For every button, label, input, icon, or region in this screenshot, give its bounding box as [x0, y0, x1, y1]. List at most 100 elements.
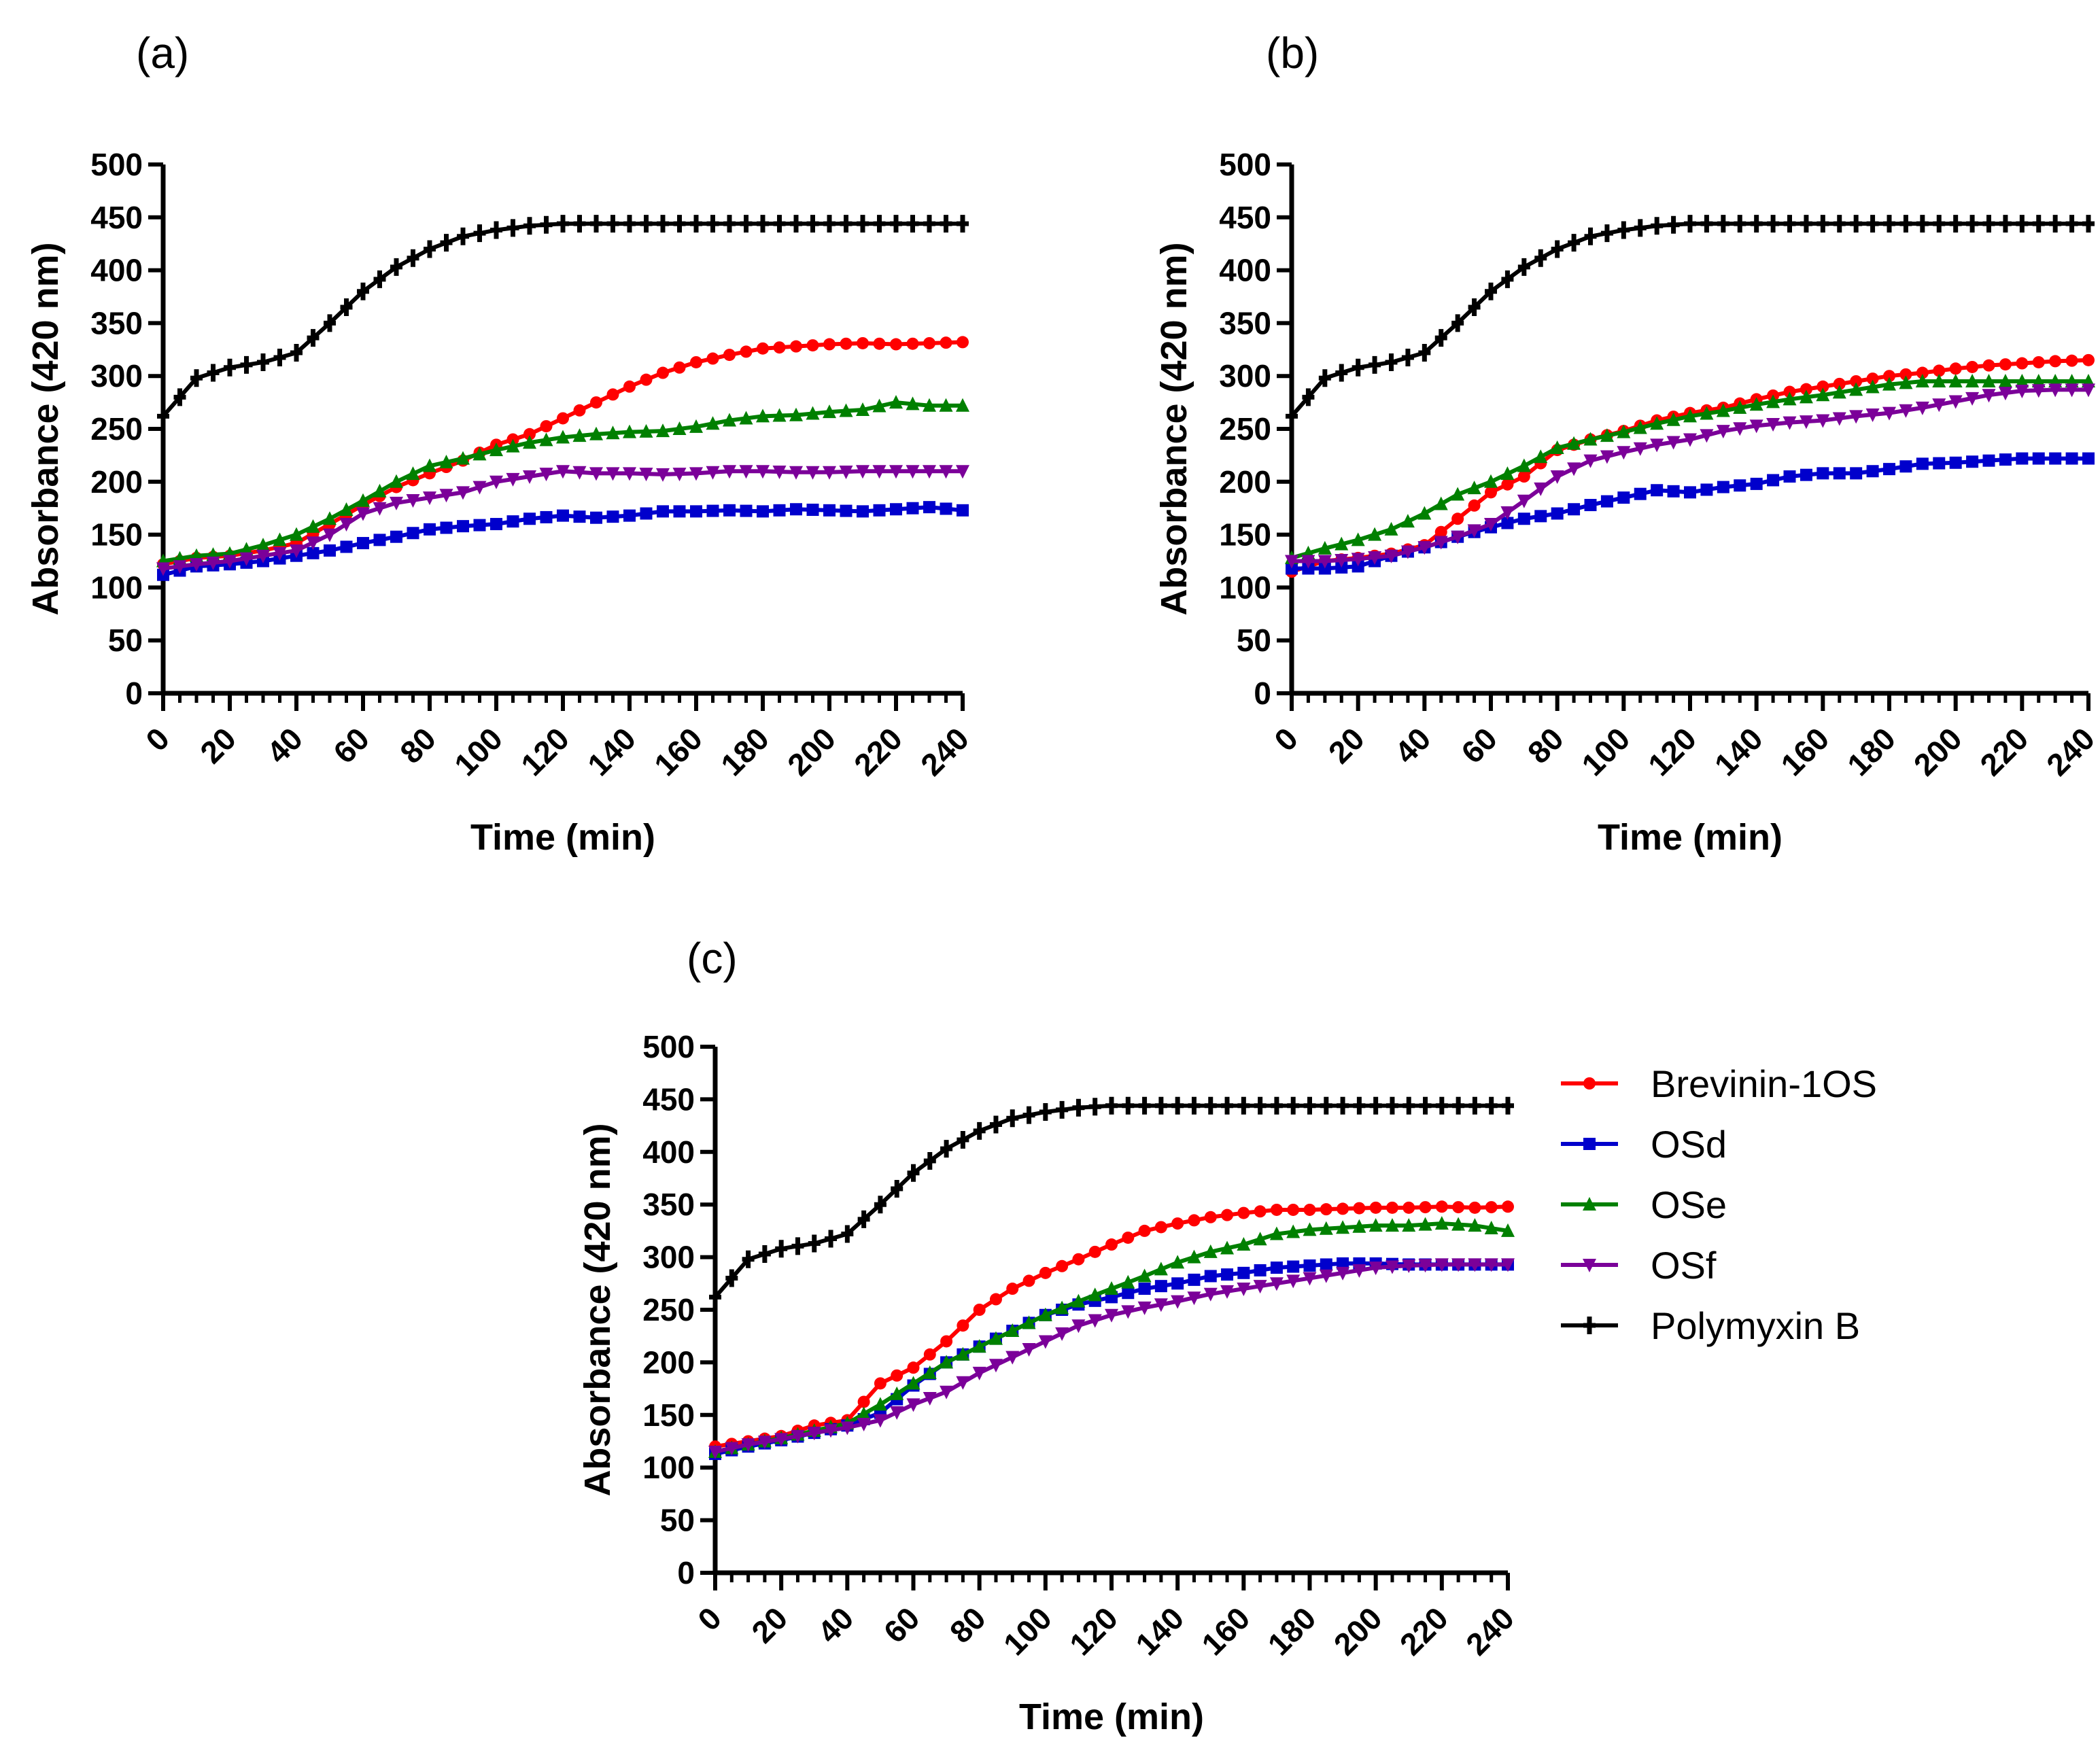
data-point [1966, 455, 1979, 468]
x-tick-label: 220 [1973, 720, 2035, 782]
data-point [823, 404, 836, 419]
data-point [156, 562, 170, 576]
data-point [589, 426, 603, 440]
data-point [606, 215, 619, 233]
data-point [973, 1304, 986, 1316]
data-point [806, 466, 820, 480]
data-point [956, 1376, 970, 1390]
data-point [1816, 414, 1830, 428]
series-ose [156, 395, 969, 568]
data-point [356, 507, 370, 521]
data-point [2049, 355, 2062, 368]
data-point [173, 388, 186, 406]
data-point [1833, 215, 1846, 233]
data-point [1485, 1096, 1498, 1115]
data-point [1353, 1096, 1366, 1115]
data-point [873, 1397, 887, 1411]
data-point [1982, 389, 1996, 403]
data-point [806, 215, 819, 233]
y-tick-label: 200 [1219, 464, 1271, 500]
data-point [2065, 215, 2078, 233]
data-point [1849, 410, 1863, 424]
data-point [873, 337, 886, 350]
data-point [606, 388, 619, 401]
data-point [1683, 408, 1697, 423]
data-point [672, 468, 687, 482]
data-point [2031, 384, 2046, 398]
data-point [923, 501, 935, 514]
data-point [1799, 389, 1813, 404]
data-point [789, 407, 803, 421]
data-point [623, 509, 636, 522]
data-point [1451, 1258, 1466, 1272]
data-point [1500, 506, 1515, 520]
series-osf [708, 1258, 1515, 1459]
data-point [1071, 1293, 1086, 1308]
data-point [207, 364, 220, 382]
data-point [1402, 1201, 1415, 1214]
data-point [973, 1121, 986, 1140]
data-point [840, 1421, 855, 1436]
y-tick-label: 50 [108, 623, 143, 658]
data-point [1318, 369, 1331, 387]
legend-label: Brevinin-1OS [1651, 1062, 1877, 1105]
data-point [889, 465, 903, 479]
data-point [623, 215, 636, 233]
data-point [989, 1293, 1002, 1306]
data-point [1188, 1214, 1201, 1227]
data-point [1006, 1109, 1019, 1128]
data-point [1899, 404, 1913, 418]
data-point [857, 1417, 871, 1431]
data-point [1353, 1202, 1366, 1215]
data-point [407, 249, 419, 267]
data-point [740, 215, 753, 233]
data-point [806, 406, 820, 420]
data-point [639, 468, 653, 482]
data-point [673, 505, 686, 518]
data-point [1502, 1200, 1514, 1213]
data-point [1138, 1283, 1151, 1295]
data-point [791, 1429, 805, 1444]
data-point [290, 527, 303, 541]
series-line [161, 222, 963, 418]
legend: Brevinin-1OS OSd OSe OSf Polymyxin B [1561, 1062, 1877, 1347]
x-tick-label: 80 [1521, 720, 1570, 770]
data-point [775, 1240, 788, 1258]
data-point [1982, 373, 1996, 387]
x-tick-label: 200 [780, 720, 842, 782]
data-point [556, 430, 570, 444]
data-point [590, 396, 602, 409]
data-point [957, 215, 969, 233]
data-point [824, 1424, 838, 1438]
y-tick-label: 100 [642, 1450, 695, 1485]
data-point [1171, 1217, 1184, 1230]
data-point [891, 1369, 903, 1382]
data-point [825, 1230, 838, 1248]
data-point [440, 521, 453, 534]
data-point [1337, 1257, 1349, 1270]
data-point [1385, 1260, 1399, 1274]
data-point [1121, 1274, 1135, 1289]
data-point [956, 398, 969, 412]
data-point [940, 215, 952, 233]
data-point [1982, 215, 1995, 233]
data-point [1337, 1096, 1349, 1115]
x-tick-label: 220 [847, 720, 909, 782]
data-point [689, 419, 703, 433]
data-point [457, 227, 469, 245]
data-point [623, 380, 636, 393]
data-point [1600, 495, 1613, 508]
x-tick-label: 220 [1393, 1600, 1455, 1662]
data-point [1303, 1222, 1317, 1236]
data-point [1187, 1249, 1201, 1264]
data-point [890, 338, 902, 351]
data-point [739, 465, 753, 479]
data-point [423, 458, 436, 472]
data-point [807, 1427, 821, 1441]
data-point [856, 465, 870, 479]
data-point [1270, 1096, 1283, 1115]
y-tick-label: 500 [1219, 147, 1271, 182]
y-tick-label: 50 [1237, 623, 1271, 658]
data-point [489, 475, 503, 489]
